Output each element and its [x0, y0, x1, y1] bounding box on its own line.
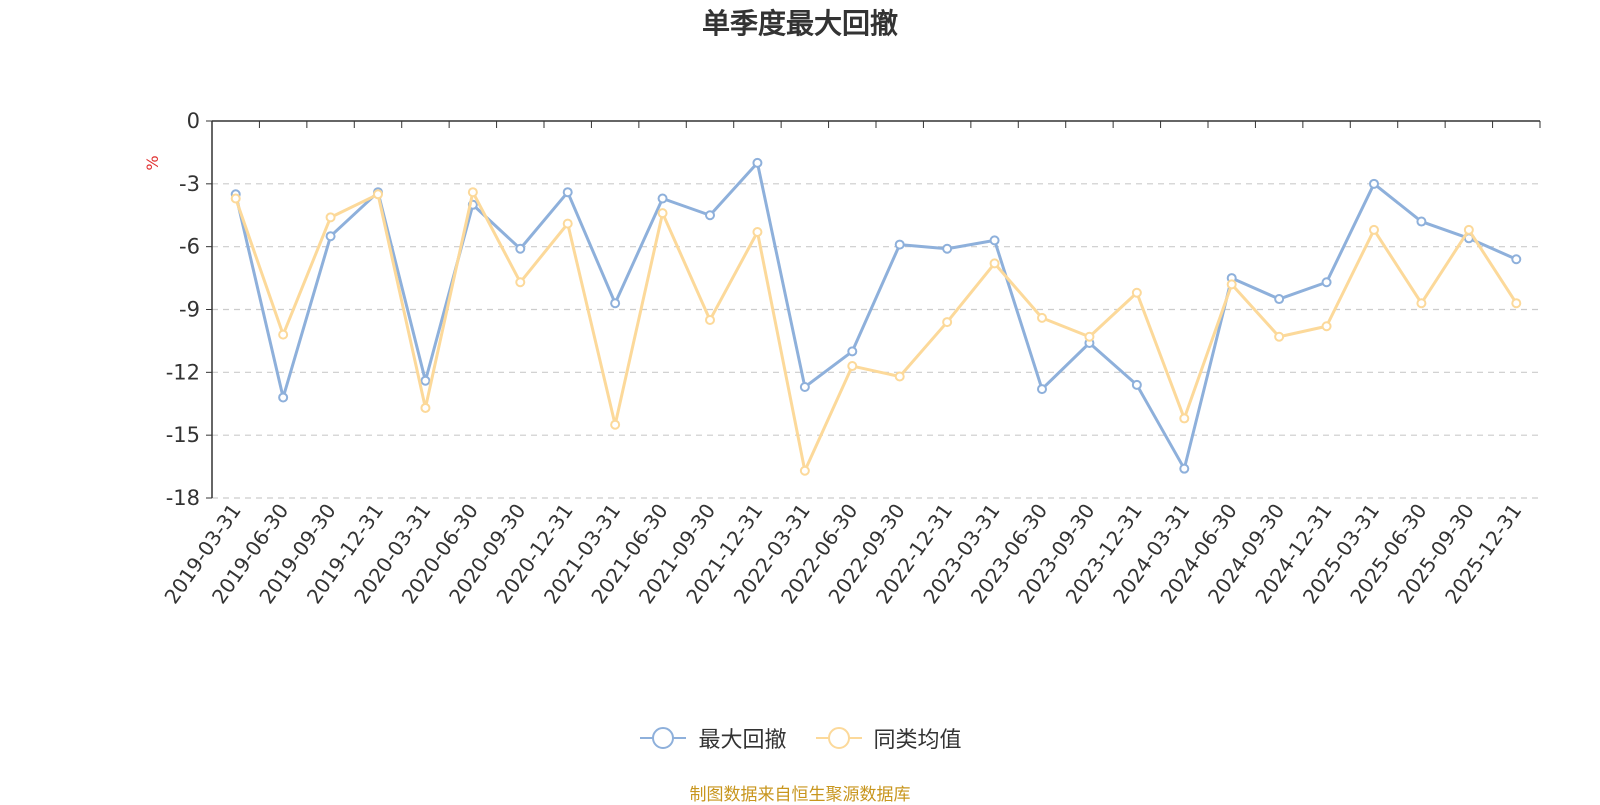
data-point-0 — [325, 231, 336, 242]
data-point-0 — [1416, 216, 1427, 227]
data-point-1 — [278, 329, 289, 340]
source-note: 制图数据来自恒生聚源数据库 — [689, 785, 911, 805]
data-point-0 — [1179, 463, 1190, 474]
series-line-1 — [234, 190, 1518, 473]
data-point-0 — [989, 235, 1000, 246]
data-point-1 — [799, 465, 810, 476]
data-point-1 — [1084, 331, 1095, 342]
data-point-1 — [230, 193, 241, 204]
data-point-1 — [942, 317, 953, 328]
data-point-0 — [705, 210, 715, 221]
data-point-0 — [1511, 254, 1522, 265]
data-point-1 — [1274, 331, 1285, 342]
data-point-1 — [657, 208, 668, 219]
data-point-1 — [467, 187, 478, 198]
data-point-1 — [325, 212, 336, 223]
legend-item-peer-average[interactable]: 同类均值 — [814, 722, 962, 754]
data-point-1 — [562, 218, 573, 229]
data-point-1 — [420, 402, 431, 413]
data-point-0 — [1131, 379, 1142, 390]
data-point-1 — [1416, 298, 1427, 309]
data-point-0 — [420, 375, 431, 386]
data-point-0 — [1321, 277, 1332, 288]
data-point-0 — [752, 157, 763, 168]
data-point-0 — [799, 381, 810, 392]
data-point-0 — [657, 193, 668, 204]
legend-label-peer-average: 同类均值 — [873, 728, 962, 753]
data-point-1 — [1321, 321, 1332, 332]
data-point-0 — [278, 392, 289, 403]
y-axis-label: % — [143, 155, 162, 170]
data-point-0 — [847, 346, 858, 357]
data-point-1 — [1511, 298, 1522, 309]
legend-swatch-peer-average — [815, 727, 862, 749]
data-point-0 — [1369, 178, 1379, 189]
y-tick-label: -15 — [166, 423, 200, 447]
legend-label-max-drawdown: 最大回撤 — [698, 728, 787, 753]
data-point-0 — [894, 239, 905, 250]
y-tick-label: -18 — [166, 486, 200, 510]
data-point-1 — [989, 258, 1000, 269]
y-tick-label: 0 — [187, 109, 200, 133]
legend-item-max-drawdown[interactable]: 最大回撤 — [638, 722, 787, 754]
data-point-1 — [1463, 224, 1474, 235]
data-point-1 — [515, 277, 526, 288]
y-tick-label: -3 — [179, 172, 200, 196]
data-point-0 — [610, 298, 621, 309]
data-point-1 — [1179, 413, 1190, 424]
data-point-1 — [610, 419, 621, 430]
data-point-1 — [847, 361, 858, 372]
y-tick-label: -9 — [179, 298, 200, 322]
y-tick-label: -12 — [166, 360, 200, 384]
legend-swatch-max-drawdown — [640, 727, 687, 749]
data-point-1 — [894, 371, 905, 382]
data-point-1 — [705, 314, 715, 325]
data-point-0 — [942, 243, 953, 254]
data-point-1 — [1226, 279, 1237, 290]
data-point-1 — [373, 189, 383, 200]
data-point-0 — [1274, 294, 1285, 305]
data-point-1 — [1037, 312, 1047, 323]
data-point-0 — [515, 243, 526, 254]
series-line-0 — [234, 161, 1517, 471]
chart-title: 单季度最大回撤 — [701, 7, 898, 40]
data-point-0 — [562, 187, 573, 198]
legend: 最大回撤 同类均值 — [0, 722, 1600, 757]
data-point-1 — [1369, 224, 1379, 235]
data-point-1 — [1131, 287, 1142, 298]
data-point-1 — [752, 227, 763, 238]
y-tick-label: -6 — [179, 235, 200, 259]
data-point-0 — [1037, 384, 1047, 395]
